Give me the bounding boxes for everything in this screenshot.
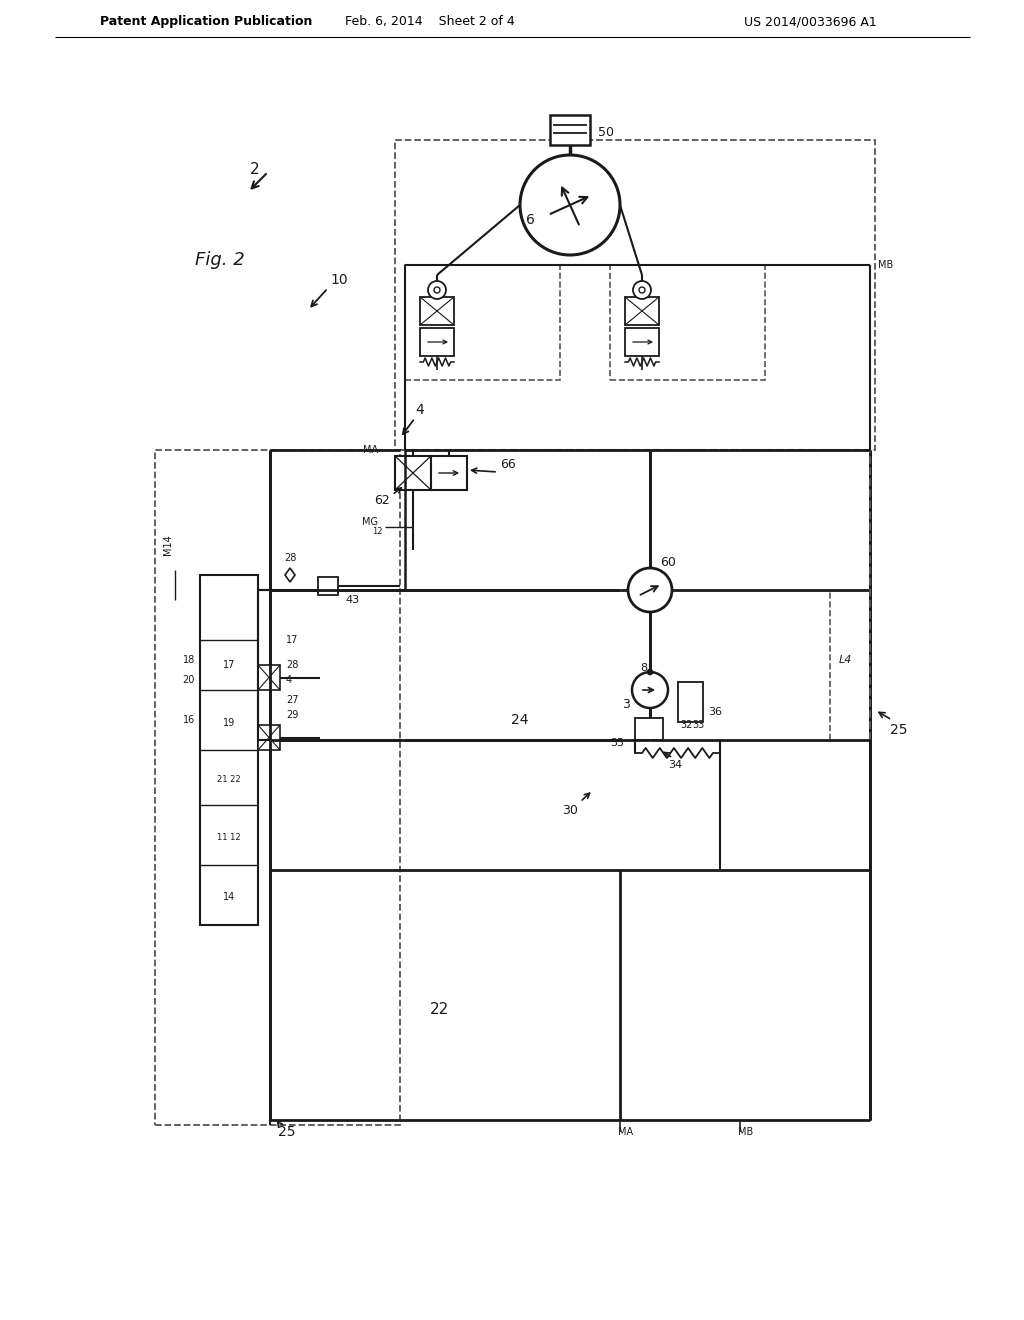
Text: 30: 30 — [562, 804, 578, 817]
Text: 25: 25 — [890, 723, 907, 737]
Text: 11 12: 11 12 — [217, 833, 241, 842]
Text: 28: 28 — [284, 553, 296, 564]
Text: 17: 17 — [223, 660, 236, 671]
Bar — [610, 265, 765, 380]
Text: 4: 4 — [415, 403, 424, 417]
Text: MB: MB — [878, 260, 893, 271]
Text: 16: 16 — [182, 715, 195, 725]
Bar — [395, 140, 874, 450]
Text: Fig. 2: Fig. 2 — [195, 251, 245, 269]
Text: MA: MA — [618, 1127, 633, 1137]
Bar — [155, 450, 400, 1125]
Text: MB: MB — [738, 1127, 754, 1137]
Text: 28: 28 — [286, 660, 298, 671]
Text: 22: 22 — [430, 1002, 450, 1018]
Text: 12: 12 — [373, 528, 383, 536]
Bar — [431, 455, 467, 490]
Text: 24: 24 — [511, 713, 528, 727]
Bar — [625, 297, 659, 325]
Bar — [635, 718, 663, 741]
Text: 66: 66 — [500, 458, 516, 471]
Text: 27: 27 — [286, 696, 299, 705]
Text: 3: 3 — [623, 698, 630, 711]
Text: MA: MA — [362, 445, 378, 455]
Text: 17: 17 — [286, 635, 298, 645]
Bar — [406, 265, 560, 380]
Text: Feb. 6, 2014    Sheet 2 of 4: Feb. 6, 2014 Sheet 2 of 4 — [345, 16, 515, 29]
Text: MG: MG — [362, 517, 378, 527]
Circle shape — [639, 286, 645, 293]
Text: L4: L4 — [839, 655, 852, 665]
Text: 14: 14 — [223, 892, 236, 902]
Text: 50: 50 — [598, 127, 614, 140]
Text: US 2014/0033696 A1: US 2014/0033696 A1 — [743, 16, 877, 29]
Text: 25: 25 — [278, 1125, 296, 1139]
Circle shape — [647, 669, 653, 675]
Text: 32: 32 — [680, 719, 692, 730]
Circle shape — [628, 568, 672, 612]
Circle shape — [632, 672, 668, 708]
Bar — [395, 455, 431, 490]
Text: 10: 10 — [330, 273, 347, 286]
Circle shape — [428, 281, 446, 300]
Text: 4: 4 — [286, 675, 292, 685]
Bar — [420, 297, 454, 325]
Circle shape — [520, 154, 620, 255]
Bar — [678, 682, 703, 722]
Text: 62: 62 — [374, 494, 390, 507]
Polygon shape — [285, 568, 295, 582]
Text: 33: 33 — [692, 719, 705, 730]
Text: 21 22: 21 22 — [217, 776, 241, 784]
Bar — [200, 576, 258, 925]
Bar — [318, 577, 338, 595]
Text: 29: 29 — [286, 710, 298, 719]
Text: 2: 2 — [250, 162, 260, 177]
Bar — [625, 327, 659, 356]
Bar — [258, 725, 280, 750]
Circle shape — [633, 281, 651, 300]
Text: 60: 60 — [660, 556, 676, 569]
Text: 6: 6 — [526, 213, 535, 227]
Text: 35: 35 — [610, 738, 624, 748]
Bar — [420, 327, 454, 356]
Text: 43: 43 — [345, 595, 359, 605]
Text: 36: 36 — [708, 708, 722, 717]
Circle shape — [434, 286, 440, 293]
Text: M14: M14 — [163, 535, 173, 556]
Text: 18: 18 — [182, 655, 195, 665]
Text: 20: 20 — [182, 675, 195, 685]
Text: 34: 34 — [668, 760, 682, 770]
Text: 8: 8 — [640, 663, 647, 673]
Text: Patent Application Publication: Patent Application Publication — [100, 16, 312, 29]
Bar — [258, 665, 280, 690]
Text: 19: 19 — [223, 718, 236, 729]
Bar — [550, 115, 590, 145]
